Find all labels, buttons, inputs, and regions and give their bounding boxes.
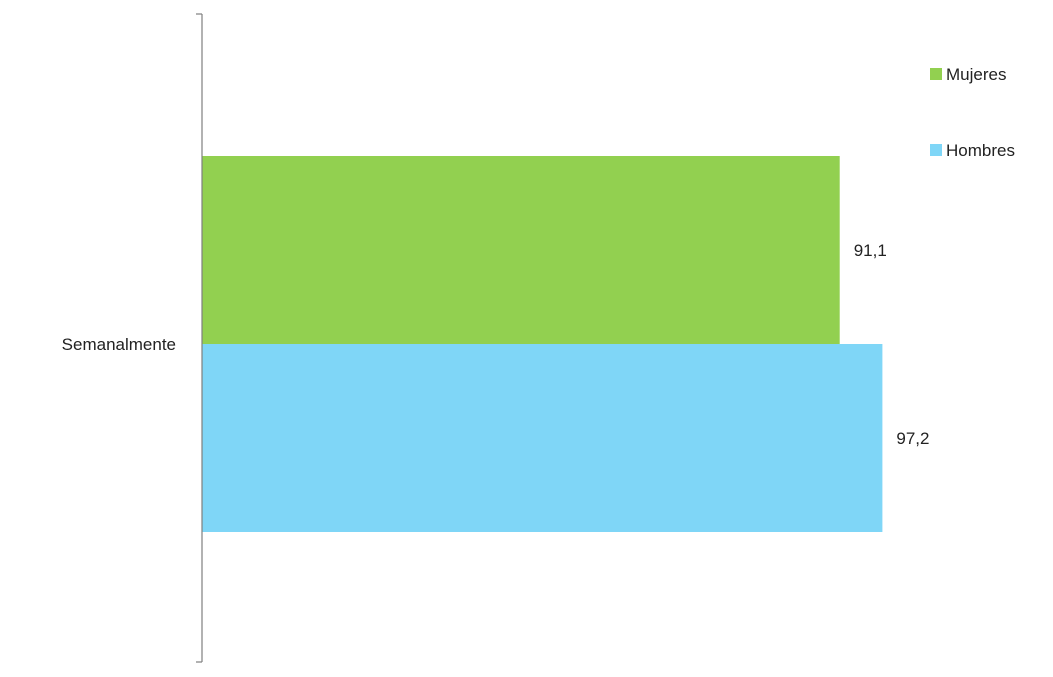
value-label-mujeres: 91,1 <box>854 241 887 260</box>
value-label-hombres: 97,2 <box>896 429 929 448</box>
legend-label-mujeres: Mujeres <box>946 65 1006 84</box>
category-label: Semanalmente <box>62 335 176 354</box>
legend-swatch-mujeres <box>930 68 942 80</box>
bars-group <box>202 156 883 532</box>
bar-hombres <box>202 344 883 532</box>
legend-label-hombres: Hombres <box>946 141 1015 160</box>
axis-group: Semanalmente <box>62 13 203 663</box>
legend-swatch-hombres <box>930 144 942 156</box>
value-labels-group: 91,1 97,2 <box>854 241 930 448</box>
legend: Mujeres Hombres <box>930 65 1015 160</box>
bar-mujeres <box>202 156 840 344</box>
